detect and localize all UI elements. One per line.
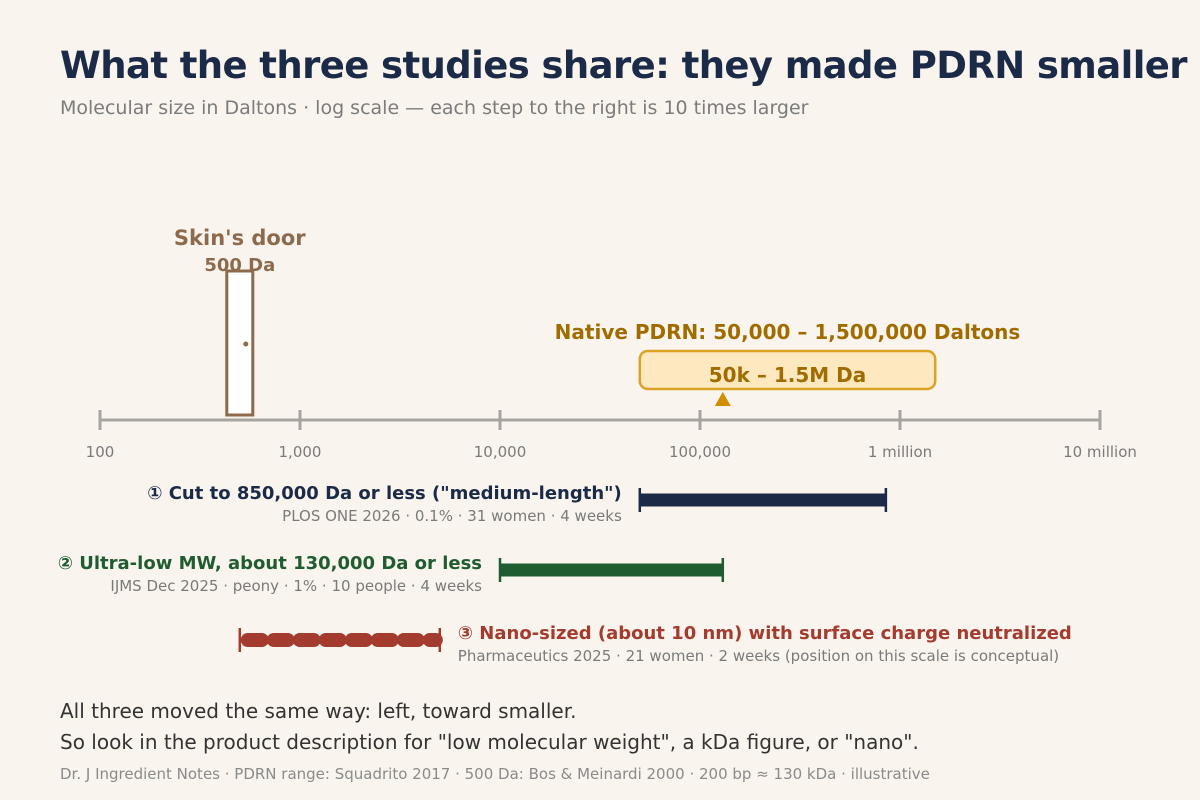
x-tick-label-2: 10,000	[474, 443, 527, 461]
source-note: Dr. J Ingredient Notes · PDRN range: Squ…	[60, 765, 930, 783]
skin-door-icon	[225, 269, 255, 417]
door-knob-icon	[243, 341, 249, 347]
native-range-marker	[714, 392, 731, 406]
reference-value-label: 500 Da	[204, 255, 275, 276]
native-range-heading: Native PDRN: 50,000 – 1,500,000 Daltons	[555, 320, 1021, 344]
native-range-box-label: 50k – 1.5M Da	[709, 363, 866, 387]
study-2-details: IJMS Dec 2025 · peony · 1% · 10 people ·…	[110, 577, 482, 595]
chart-subtitle: Molecular size in Daltons · log scale — …	[60, 97, 809, 119]
footer-line-1: All three moved the same way: left, towa…	[60, 699, 577, 723]
study-1-label: ① Cut to 850,000 Da or less ("medium-len…	[147, 483, 622, 504]
x-tick-label-3: 100,000	[669, 443, 731, 461]
molecular-size-chart: 100 1,000 10,000 100,000 1 million 10 million…	[58, 226, 1137, 665]
chart-title: What the three studies share: they made …	[60, 44, 1188, 87]
study-1-details: PLOS ONE 2026 · 0.1% · 31 women · 4 week…	[282, 507, 622, 525]
study-3-details: Pharmaceutics 2025 · 21 women · 2 weeks …	[458, 647, 1059, 665]
study-3-label: ③ Nano-sized (about 10 nm) with surface …	[458, 623, 1072, 644]
x-tick-label-4: 1 million	[868, 443, 932, 461]
x-tick-label-5: 10 million	[1063, 443, 1137, 461]
x-tick-label-1: 1,000	[279, 443, 322, 461]
footer-line-2: So look in the product description for "…	[60, 730, 919, 754]
footer-takeaway: All three moved the same way: left, towa…	[60, 696, 919, 758]
reference-label: Skin's door	[174, 226, 306, 250]
x-tick-label-0: 100	[86, 443, 115, 461]
native-range-box	[638, 349, 937, 391]
study-2-label: ② Ultra-low MW, about 130,000 Da or less	[58, 553, 482, 574]
